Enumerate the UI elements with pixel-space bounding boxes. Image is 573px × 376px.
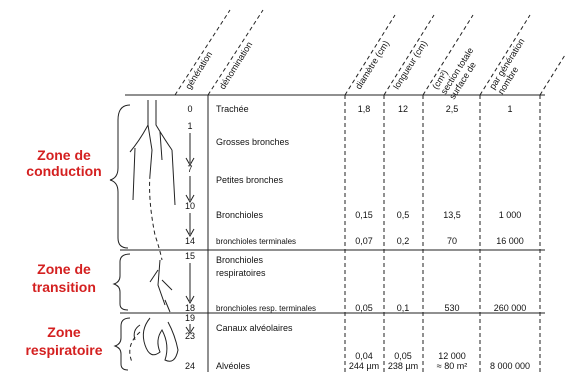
count: 8 000 000: [490, 361, 530, 371]
column-header: longueur (cm): [391, 39, 429, 91]
generation: 10: [185, 201, 195, 211]
zone-label: Zone de: [37, 147, 91, 163]
column-header: diamètre (cm): [353, 39, 391, 91]
denomination: bronchioles resp. terminales: [216, 304, 316, 313]
count: 260 000: [494, 303, 527, 313]
header-rule: [345, 15, 395, 95]
surface: 13,5: [443, 210, 461, 220]
count: 1: [507, 104, 512, 114]
column-header: génération: [183, 50, 214, 91]
generation: 23: [185, 331, 195, 341]
surface: 530: [444, 303, 459, 313]
generation: 19: [185, 313, 195, 323]
lung-sketch: [130, 100, 178, 362]
denomination: Canaux alvéolaires: [216, 323, 293, 333]
denomination: respiratoires: [216, 268, 266, 278]
surface: 12 000: [438, 351, 466, 361]
denomination: Bronchioles: [216, 210, 264, 220]
zone-label: conduction: [26, 163, 101, 179]
zone-label: Zone: [47, 324, 81, 340]
generation: 15: [185, 251, 195, 261]
braces: [110, 105, 130, 370]
generation: 1: [187, 121, 192, 131]
surface: ≈ 80 m²: [437, 361, 467, 371]
zone-label: Zone de: [37, 261, 91, 277]
count: 1 000: [499, 210, 522, 220]
denomination: Petites bronches: [216, 175, 284, 185]
zone-label: respiratoire: [25, 342, 102, 358]
generation: 14: [185, 236, 195, 246]
diameter: 0,15: [355, 210, 373, 220]
header-rule: [208, 10, 263, 95]
denomination: Trachée: [216, 104, 249, 114]
count: 16 000: [496, 236, 524, 246]
diameter: 1,8: [358, 104, 371, 114]
zone-label: transition: [32, 279, 96, 295]
denomination: bronchioles terminales: [216, 237, 296, 246]
diameter: 0,04: [355, 351, 373, 361]
denomination: Alvéoles: [216, 361, 251, 371]
generation: 0: [187, 104, 192, 114]
length: 0,05: [394, 351, 412, 361]
length: 238 µm: [388, 361, 418, 371]
figure: générationdénomination diamètre (cm)longu…: [0, 0, 573, 376]
generation: 24: [185, 361, 195, 371]
column-header: dénomination: [217, 40, 254, 91]
denomination: Bronchioles: [216, 255, 264, 265]
length: 12: [398, 104, 408, 114]
surface: 70: [447, 236, 457, 246]
denomination: Grosses bronches: [216, 137, 290, 147]
header-rule: [384, 15, 434, 95]
surface: 2,5: [446, 104, 459, 114]
diameter: 0,05: [355, 303, 373, 313]
generation: 18: [185, 303, 195, 313]
length: 0,5: [397, 210, 410, 220]
length: 0,1: [397, 303, 410, 313]
length: 0,2: [397, 236, 410, 246]
diameter: 244 µm: [349, 361, 379, 371]
generation: 7: [187, 164, 192, 174]
header-rule: [540, 55, 565, 95]
diameter: 0,07: [355, 236, 373, 246]
